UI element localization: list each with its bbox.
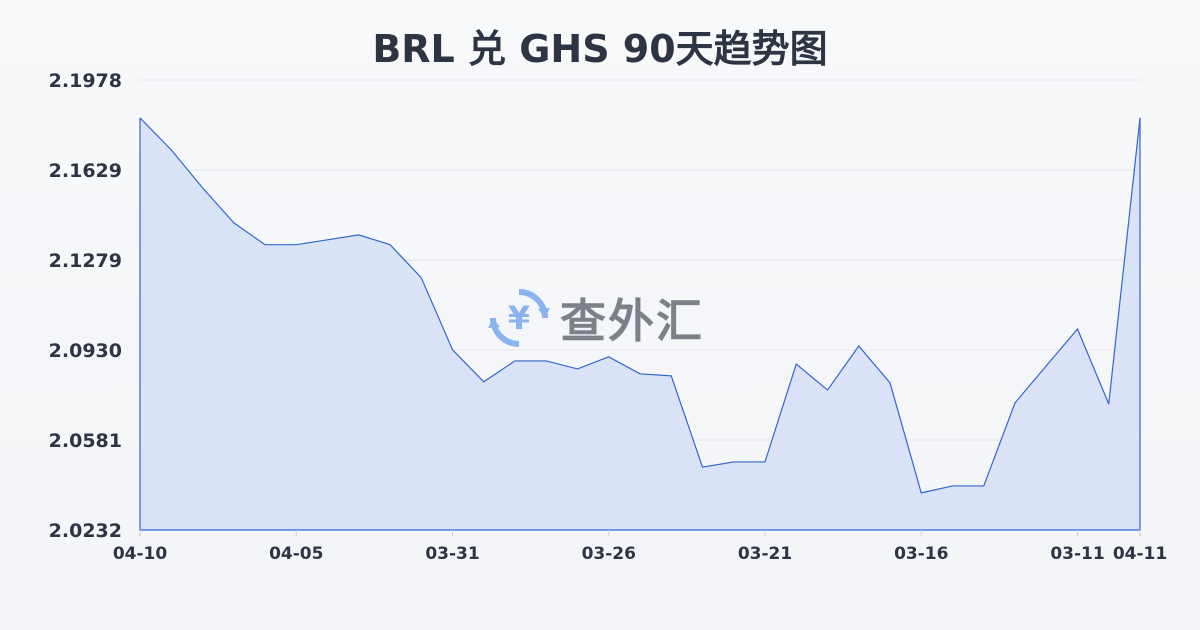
svg-text:¥: ¥ bbox=[508, 299, 530, 337]
x-tick-label: 04-11 bbox=[1113, 544, 1167, 564]
x-tick-label: 03-31 bbox=[425, 544, 479, 564]
x-tick-label: 03-16 bbox=[894, 544, 948, 564]
x-tick-label: 04-05 bbox=[269, 544, 323, 564]
yen-exchange-icon: ¥ bbox=[488, 289, 550, 347]
y-tick-label: 2.1279 bbox=[49, 250, 122, 272]
y-tick-label: 2.1629 bbox=[49, 160, 122, 182]
chart-title: BRL 兑 GHS 90天趋势图 bbox=[372, 27, 828, 71]
area-fill bbox=[140, 117, 1140, 530]
x-tick-label: 03-21 bbox=[738, 544, 792, 564]
x-tick-label: 03-11 bbox=[1050, 544, 1104, 564]
y-tick-label: 2.1978 bbox=[49, 70, 122, 92]
watermark-text: 查外汇 bbox=[560, 294, 704, 348]
watermark: ¥ 查外汇 bbox=[488, 285, 704, 351]
y-tick-label: 2.0232 bbox=[49, 520, 122, 542]
y-tick-label: 2.0930 bbox=[49, 340, 122, 362]
x-tick-label: 04-10 bbox=[113, 544, 168, 564]
x-tick-label: 03-26 bbox=[582, 544, 636, 564]
y-tick-label: 2.0581 bbox=[49, 430, 122, 452]
